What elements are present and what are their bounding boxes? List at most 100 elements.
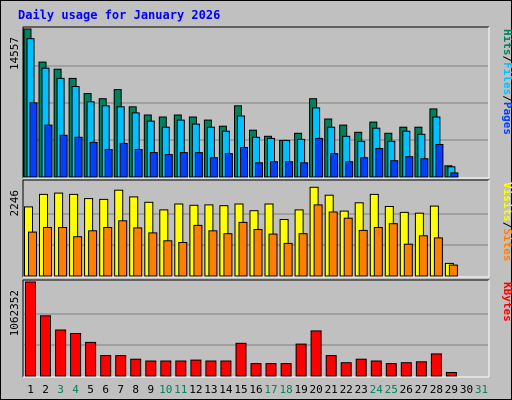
- x-tick-label-17: 17: [264, 383, 277, 396]
- bar-kbytes-day-12: [190, 359, 202, 377]
- x-tick-label-10: 10: [159, 383, 172, 396]
- legend-entry: KBytes: [501, 282, 512, 322]
- x-tick-label-6: 6: [102, 383, 109, 396]
- bar-sites-day-10: [163, 240, 173, 277]
- x-tick-label-26: 26: [400, 383, 413, 396]
- bar-kbytes-day-16: [250, 363, 262, 377]
- bar-sites-day-20: [313, 204, 323, 277]
- bar-pages-day-14: [224, 153, 233, 178]
- bar-kbytes-day-18: [280, 363, 292, 377]
- y-max-label: 1062352: [8, 290, 21, 336]
- bar-kbytes-day-19: [295, 343, 307, 377]
- bar-pages-day-7: [119, 142, 128, 178]
- x-tick-label-20: 20: [309, 383, 322, 396]
- x-tick-label-2: 2: [42, 383, 49, 396]
- bar-kbytes-day-10: [160, 360, 172, 377]
- x-tick-label-29: 29: [445, 383, 458, 396]
- panel-visits_sites: 2246 Visits/Sites: [8, 179, 512, 278]
- bar-sites-day-11: [178, 242, 188, 277]
- legend-entry: Visits: [501, 182, 512, 222]
- x-tick-label-28: 28: [430, 383, 443, 396]
- legend-mid: Visits/Sites: [501, 182, 512, 262]
- bar-kbytes-day-25: [385, 363, 397, 377]
- bar-pages-day-29: [450, 172, 459, 178]
- bar-sites-day-24: [373, 227, 383, 277]
- bar-pages-day-21: [330, 153, 339, 178]
- bar-kbytes-day-5: [85, 341, 97, 377]
- bar-kbytes-day-8: [130, 358, 142, 377]
- bar-kbytes-day-14: [220, 360, 232, 377]
- x-tick-label-14: 14: [219, 383, 233, 396]
- x-tick-label-16: 16: [249, 383, 262, 396]
- x-tick-label-11: 11: [174, 383, 187, 396]
- bar-pages-day-12: [194, 152, 203, 178]
- legend-bottom: KBytes: [501, 282, 512, 322]
- chart-panels: 14557Hits/Files/Pages2246Visits/Sites106…: [8, 26, 512, 378]
- legend-entry: Sites: [501, 228, 512, 261]
- bar-pages-day-4: [74, 136, 83, 178]
- bar-sites-day-3: [58, 227, 68, 277]
- bar-kbytes-day-2: [40, 315, 51, 377]
- bar-pages-day-20: [315, 137, 324, 178]
- x-tick-label-15: 15: [234, 383, 247, 396]
- x-tick-label-13: 13: [204, 383, 217, 396]
- bar-sites-day-26: [403, 243, 413, 277]
- bar-kbytes-day-28: [430, 353, 442, 377]
- bar-sites-day-14: [223, 233, 233, 277]
- bar-kbytes-day-13: [205, 360, 217, 377]
- bar-sites-day-17: [268, 233, 278, 277]
- bar-sites-day-23: [358, 229, 368, 277]
- bar-kbytes-day-6: [100, 355, 112, 377]
- x-tick-label-27: 27: [415, 383, 428, 396]
- bar-sites-day-21: [328, 211, 338, 277]
- bar-pages-day-19: [300, 162, 309, 178]
- bar-pages-day-2: [44, 124, 53, 178]
- bars-kbytes: [25, 281, 457, 377]
- bar-sites-day-5: [88, 230, 98, 277]
- bar-sites-day-27: [418, 235, 428, 277]
- bar-pages-day-22: [345, 161, 354, 178]
- bar-kbytes-day-1: [25, 281, 36, 377]
- bar-pages-day-28: [435, 144, 444, 178]
- x-axis-labels: 1 2 3 4 5 6 7 8 9 10 11 12 13 14 15 16 17 18 19 20 21 22 23 24 2…: [27, 383, 488, 396]
- bar-sites-day-28: [433, 237, 443, 277]
- bar-sites-day-9: [148, 232, 158, 277]
- bar-pages-day-3: [59, 134, 68, 178]
- y-max-label: 2246: [8, 190, 21, 217]
- bar-sites-day-15: [238, 221, 248, 277]
- x-tick-label-30: 30: [460, 383, 473, 396]
- bar-kbytes-day-3: [55, 329, 67, 377]
- bar-pages-day-15: [240, 147, 248, 178]
- bar-kbytes-day-9: [145, 360, 157, 377]
- bar-pages-day-9: [149, 152, 158, 178]
- bar-pages-day-18: [285, 161, 294, 178]
- bar-kbytes-day-7: [115, 355, 127, 377]
- bar-pages-day-8: [134, 149, 143, 178]
- legend-entry: /: [501, 95, 512, 102]
- bar-kbytes-day-11: [175, 360, 187, 377]
- bar-sites-day-29: [448, 264, 458, 277]
- legend-entry: /: [501, 56, 512, 63]
- bar-pages-day-26: [405, 156, 414, 178]
- bar-sites-day-2: [43, 227, 52, 277]
- bar-pages-day-11: [179, 152, 188, 178]
- x-tick-label-24: 24: [370, 383, 384, 396]
- bar-kbytes-day-21: [325, 355, 337, 377]
- bar-pages-day-27: [420, 158, 429, 178]
- bar-pages-day-17: [270, 161, 278, 178]
- bar-pages-day-13: [209, 157, 218, 178]
- bar-sites-day-8: [133, 227, 143, 277]
- legend-entry: Files: [501, 62, 512, 95]
- x-tick-label-25: 25: [385, 383, 398, 396]
- bar-kbytes-day-4: [70, 333, 82, 377]
- bar-kbytes-day-23: [355, 358, 367, 377]
- bar-pages-day-16: [255, 162, 263, 178]
- legend-entry: Pages: [501, 102, 512, 135]
- bar-sites-day-19: [298, 233, 308, 277]
- bar-sites-day-4: [73, 236, 83, 277]
- x-tick-label-9: 9: [147, 383, 154, 396]
- x-tick-label-3: 3: [57, 383, 64, 396]
